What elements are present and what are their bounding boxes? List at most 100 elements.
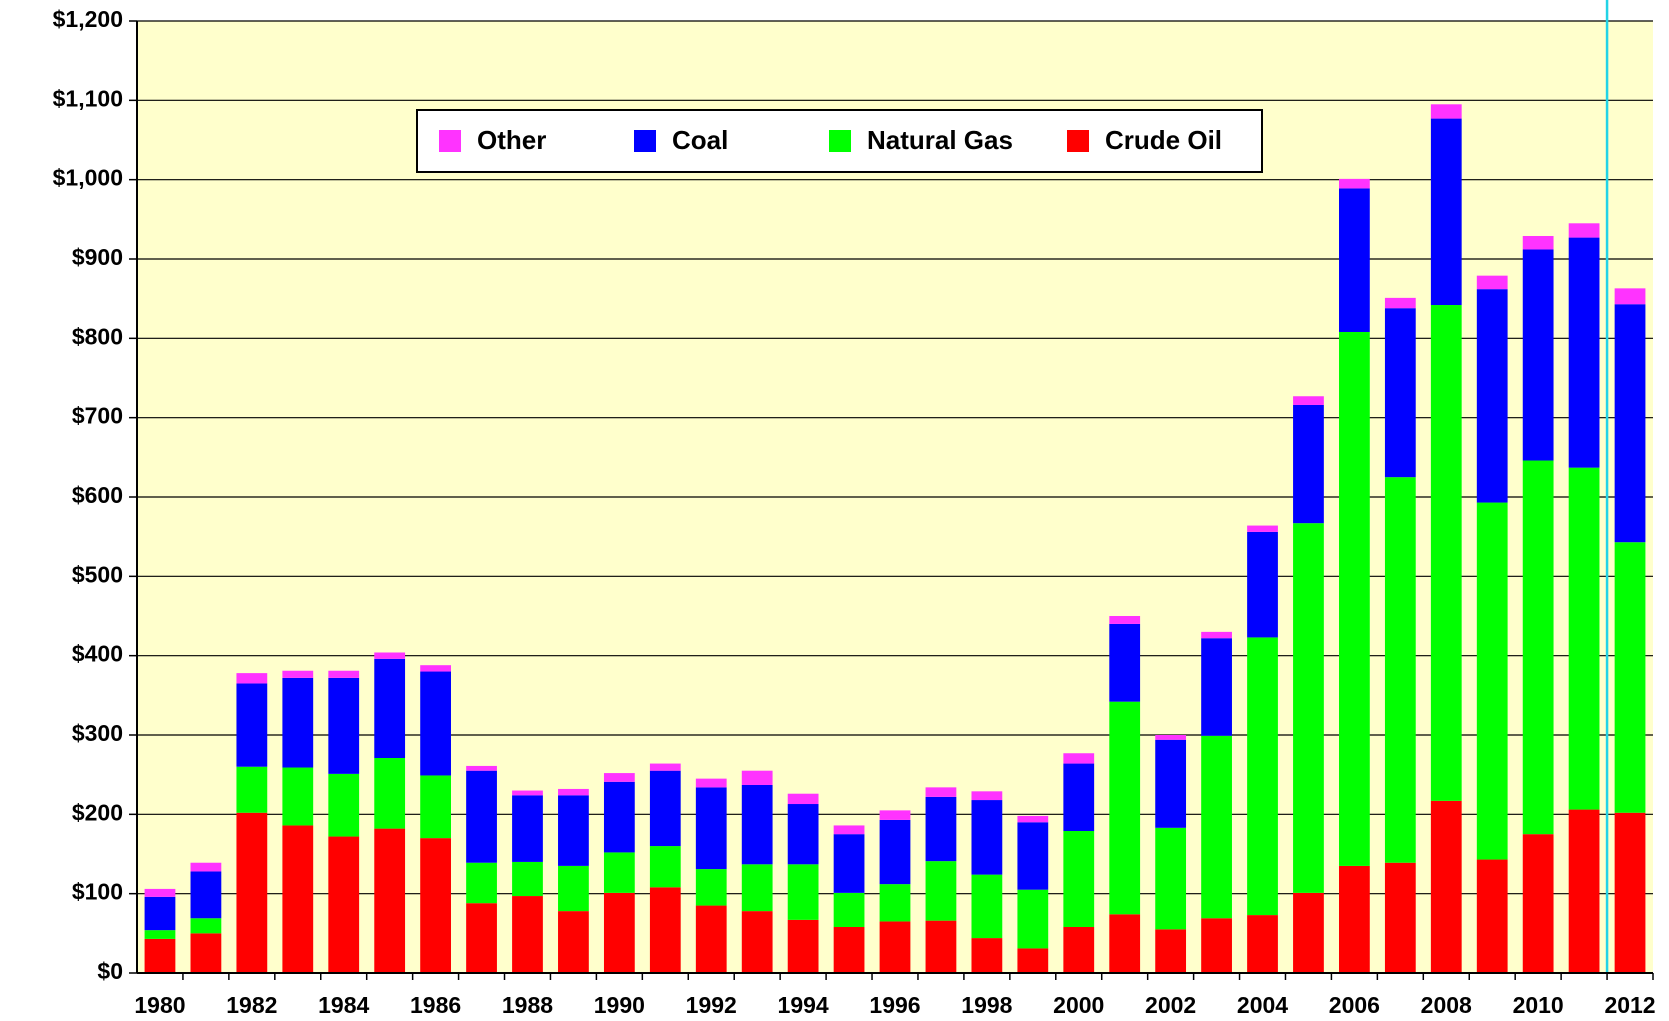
bar-segment (741, 784, 773, 865)
bar-segment (512, 896, 543, 973)
bar-segment (787, 919, 819, 973)
bar-segment (558, 911, 589, 973)
bar-segment (1017, 822, 1049, 890)
x-tick-label: 1992 (686, 992, 737, 1018)
bar-segment (236, 683, 268, 767)
bar-segment (558, 795, 589, 866)
bar-segment (144, 896, 176, 931)
bar-segment (190, 871, 222, 919)
x-tick-label: 2004 (1237, 992, 1288, 1018)
bar-segment (1384, 297, 1416, 309)
bar-segment (1384, 477, 1416, 863)
bar-segment (328, 677, 360, 774)
bar-segment (695, 787, 727, 870)
legend-label: Other (477, 125, 546, 155)
bar-segment (1201, 631, 1232, 639)
bar-segment (282, 677, 314, 768)
bar-segment (925, 796, 957, 862)
bar-segment (1476, 502, 1508, 860)
bar-segment (1568, 237, 1600, 468)
bar-segment (1614, 304, 1646, 543)
bar-segment (741, 770, 773, 785)
legend-swatch (439, 130, 461, 152)
bar-segment (420, 775, 451, 839)
bar-segment (328, 670, 360, 678)
x-tick-label: 1980 (134, 992, 185, 1018)
bar-segment (1155, 929, 1187, 973)
bar-segment (925, 920, 957, 973)
x-tick-label: 1994 (778, 992, 829, 1018)
bar-segment (144, 930, 176, 939)
bar-segment (1522, 460, 1554, 835)
bar-segment (558, 788, 589, 796)
bar-segment (1522, 249, 1554, 461)
y-tick-label: $900 (72, 244, 123, 270)
bar-segment (466, 862, 497, 904)
bar-segment (879, 819, 911, 885)
x-tick-label: 1988 (502, 992, 553, 1018)
bar-segment (603, 773, 635, 782)
bar-segment (925, 861, 957, 921)
bar-segment (1247, 915, 1278, 973)
bar-segment (1339, 178, 1370, 189)
legend-swatch (634, 130, 656, 152)
x-tick-label: 1996 (869, 992, 920, 1018)
bar-segment (1155, 827, 1187, 930)
bar-segment (1109, 701, 1141, 915)
bar-segment (1339, 865, 1370, 973)
bar-segment (374, 652, 406, 659)
bar-segment (741, 911, 773, 973)
bar-segment (787, 864, 819, 920)
x-tick-label: 1986 (410, 992, 461, 1018)
bar-segment (420, 665, 451, 672)
bar-segment (971, 800, 1003, 875)
bar-segment (374, 758, 406, 829)
x-tick-label: 2008 (1421, 992, 1472, 1018)
y-tick-label: $500 (72, 561, 123, 587)
bar-segment (695, 778, 727, 788)
bar-segment (1247, 531, 1278, 638)
bar-segment (190, 918, 222, 934)
bar-segment (971, 874, 1003, 939)
bar-segment (236, 812, 268, 973)
bar-segment (1430, 104, 1462, 119)
bar-segment (1293, 523, 1324, 893)
bar-segment (236, 673, 268, 684)
bar-segment (420, 838, 451, 973)
bar-segment (1017, 815, 1049, 823)
bar-segment (1614, 542, 1646, 813)
y-tick-label: $300 (72, 720, 123, 746)
y-tick-label: $800 (72, 323, 123, 349)
bar-segment (1017, 948, 1049, 973)
bar-segment (1522, 235, 1554, 250)
bar-segment (1155, 739, 1187, 828)
legend-swatch (829, 130, 851, 152)
bar-segment (833, 926, 865, 973)
bar-segment (879, 810, 911, 820)
y-tick-label: $1,100 (53, 85, 123, 111)
x-tick-label: 1982 (226, 992, 277, 1018)
bar-segment (1063, 926, 1095, 973)
bar-segment (1247, 637, 1278, 916)
bar-segment (1568, 809, 1600, 973)
bar-segment (833, 892, 865, 927)
x-tick-label: 1990 (594, 992, 645, 1018)
bar-segment (1476, 289, 1508, 503)
bar-segment (1017, 889, 1049, 949)
bar-segment (1201, 638, 1232, 736)
bar-segment (787, 793, 819, 805)
bar-segment (1476, 275, 1508, 290)
bar-segment (236, 766, 268, 813)
bar-segment (1247, 525, 1278, 532)
bar-segment (1430, 118, 1462, 306)
bar-segment (649, 763, 681, 771)
bar-segment (1293, 396, 1324, 405)
bar-segment (1384, 862, 1416, 973)
y-tick-label: $200 (72, 799, 123, 825)
bar-segment (190, 933, 222, 973)
bar-segment (603, 781, 635, 853)
legend-label: Crude Oil (1105, 125, 1222, 155)
bar-segment (1568, 223, 1600, 238)
bar-segment (512, 790, 543, 796)
